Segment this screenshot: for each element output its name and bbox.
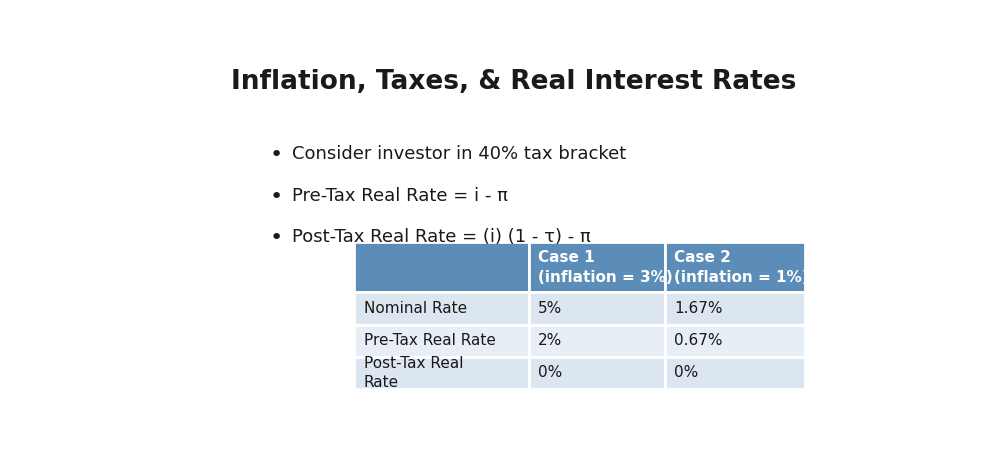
- Text: 5%: 5%: [538, 301, 563, 316]
- Bar: [665, 242, 805, 292]
- Bar: [355, 242, 529, 292]
- Bar: [355, 325, 529, 357]
- Bar: [529, 242, 665, 292]
- Text: Case 1
(inflation = 3%): Case 1 (inflation = 3%): [538, 250, 673, 285]
- Text: Pre-Tax Real Rate: Pre-Tax Real Rate: [364, 333, 496, 348]
- Bar: [529, 325, 665, 357]
- Text: Nominal Rate: Nominal Rate: [364, 301, 467, 316]
- Text: •: •: [271, 229, 284, 248]
- Text: 0.67%: 0.67%: [674, 333, 722, 348]
- Bar: [529, 292, 665, 325]
- Text: 0%: 0%: [674, 365, 698, 380]
- Text: 2%: 2%: [538, 333, 563, 348]
- Text: Post-Tax Real Rate = (i) (1 - τ) - π: Post-Tax Real Rate = (i) (1 - τ) - π: [293, 229, 591, 247]
- Text: Post-Tax Real
Rate: Post-Tax Real Rate: [364, 356, 463, 390]
- Text: Pre-Tax Real Rate = i - π: Pre-Tax Real Rate = i - π: [293, 187, 508, 205]
- Text: 1.67%: 1.67%: [674, 301, 722, 316]
- Bar: [665, 325, 805, 357]
- Text: 0%: 0%: [538, 365, 563, 380]
- Text: •: •: [271, 187, 284, 207]
- Bar: [355, 357, 529, 389]
- Text: •: •: [271, 145, 284, 166]
- Text: Case 2
(inflation = 1%): Case 2 (inflation = 1%): [674, 250, 809, 285]
- Bar: [355, 292, 529, 325]
- Text: Inflation, Taxes, & Real Interest Rates: Inflation, Taxes, & Real Interest Rates: [230, 70, 797, 96]
- Bar: [529, 357, 665, 389]
- Text: Consider investor in 40% tax bracket: Consider investor in 40% tax bracket: [293, 145, 626, 163]
- Bar: [665, 357, 805, 389]
- Bar: [665, 292, 805, 325]
